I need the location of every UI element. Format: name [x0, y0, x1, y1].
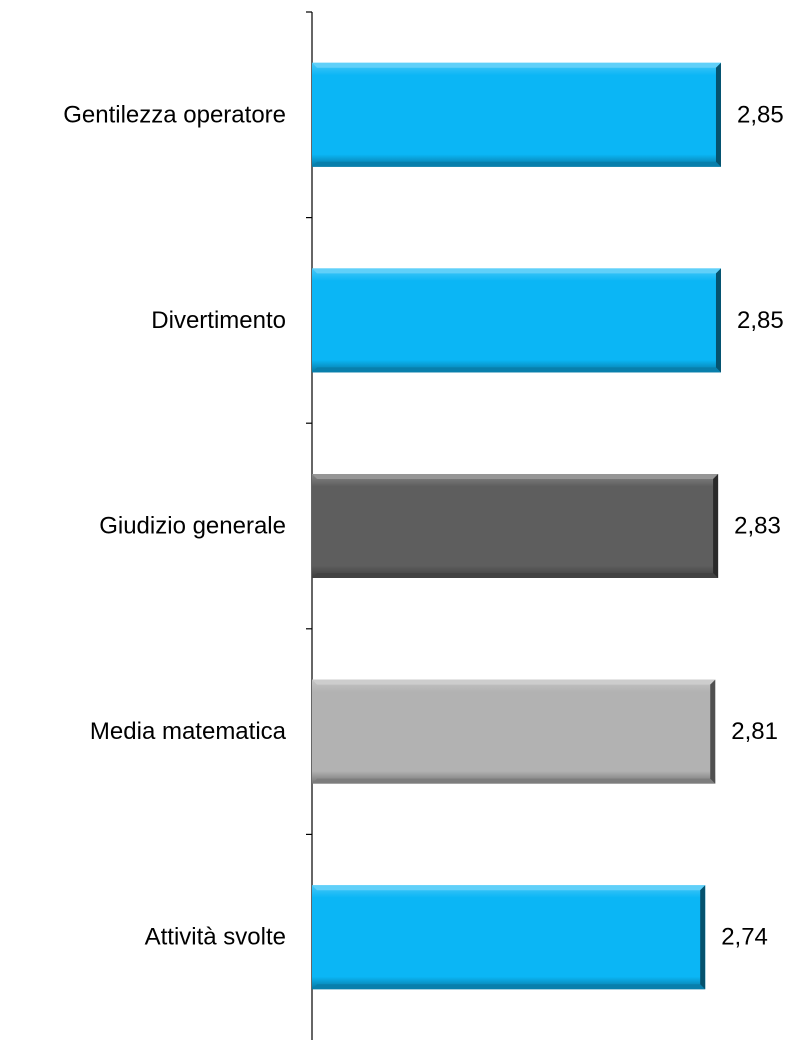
category-label: Giudizio generale — [99, 513, 286, 540]
bar-bevel-bottom — [312, 984, 706, 990]
bar-bevel-right — [700, 885, 706, 990]
bar — [312, 679, 716, 784]
bar-bevel-right — [715, 268, 721, 373]
bar-bevel-top — [312, 474, 719, 479]
bar-bevel-bottom — [312, 367, 721, 373]
value-label: 2,83 — [734, 513, 781, 540]
bar-bevel-top — [312, 885, 706, 891]
value-label: 2,85 — [737, 101, 784, 128]
bar-bevel-right — [715, 62, 721, 167]
bar-body — [312, 474, 719, 578]
value-label: 2,74 — [721, 924, 768, 951]
category-label: Gentilezza operatore — [63, 101, 286, 128]
bar-bevel-top — [312, 62, 721, 68]
bar — [312, 885, 706, 990]
bar — [312, 474, 719, 578]
bar-body — [312, 679, 716, 784]
bar-bevel-top — [312, 268, 721, 274]
bar-bevel-right — [710, 679, 716, 784]
category-label: Attività svolte — [145, 924, 286, 951]
bar-bevel-top — [312, 679, 716, 685]
value-label: 2,81 — [731, 718, 778, 745]
bar-bevel-bottom — [312, 778, 716, 784]
value-labels: 2,85 2,85 2,83 2,81 2,74 — [721, 101, 784, 950]
bar — [312, 62, 721, 167]
bar — [312, 268, 721, 373]
bar-bevel-right — [713, 474, 719, 578]
bar-bevel-bottom — [312, 161, 721, 167]
bar-body — [312, 62, 721, 167]
bar-body — [312, 268, 721, 373]
bar-bevel-bottom — [312, 573, 719, 578]
bars — [312, 62, 721, 990]
category-axis — [306, 11, 313, 1040]
bar-body — [312, 885, 706, 990]
category-label: Media matematica — [90, 718, 287, 745]
category-labels: Gentilezza operatore Divertimento Giudizio… — [63, 101, 286, 950]
category-label: Divertimento — [151, 307, 286, 334]
value-label: 2,85 — [737, 307, 784, 334]
